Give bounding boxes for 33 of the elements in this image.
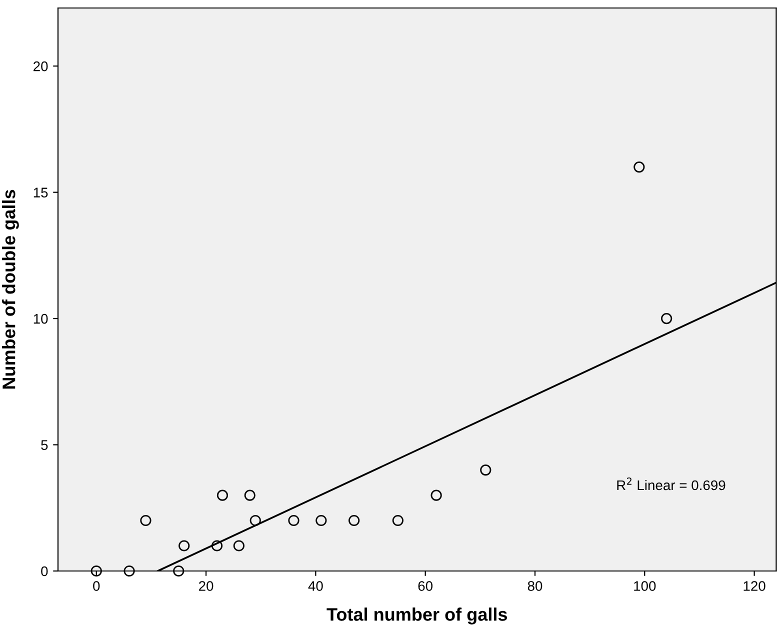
point — [634, 162, 645, 173]
point — [244, 490, 256, 501]
x-tick-label: 40 — [308, 581, 323, 591]
y-tick-label: 20 — [34, 61, 48, 72]
point — [211, 540, 223, 552]
point — [124, 565, 135, 577]
point — [216, 490, 228, 501]
x-tick-label: 0 — [93, 581, 100, 591]
x-tick-label: 120 — [744, 581, 766, 591]
point — [90, 565, 102, 577]
point — [480, 464, 492, 476]
point — [178, 540, 190, 552]
y-tick-label: 0 — [41, 566, 48, 576]
point — [430, 490, 442, 501]
y-axis-title: Number of double galls — [2, 190, 19, 389]
point — [316, 514, 327, 526]
point — [288, 514, 300, 526]
y-tick-label: 15 — [34, 188, 48, 198]
point — [233, 540, 244, 552]
x-tick-label: 100 — [634, 581, 656, 591]
y-tick-label: 10 — [34, 314, 48, 324]
x-tick-label: 20 — [199, 581, 214, 591]
point — [140, 514, 152, 526]
x-axis-title: Total number of galls — [326, 608, 507, 624]
x-tick-label: 60 — [418, 581, 433, 591]
point — [348, 514, 360, 526]
x-tick-label: 80 — [528, 581, 542, 591]
annotation: R$^{2}$ Linear = 0.699 — [617, 478, 726, 490]
point — [250, 514, 261, 526]
point — [173, 565, 184, 577]
y-tick-label: 5 — [41, 440, 48, 450]
point — [392, 514, 404, 526]
point — [661, 312, 672, 324]
